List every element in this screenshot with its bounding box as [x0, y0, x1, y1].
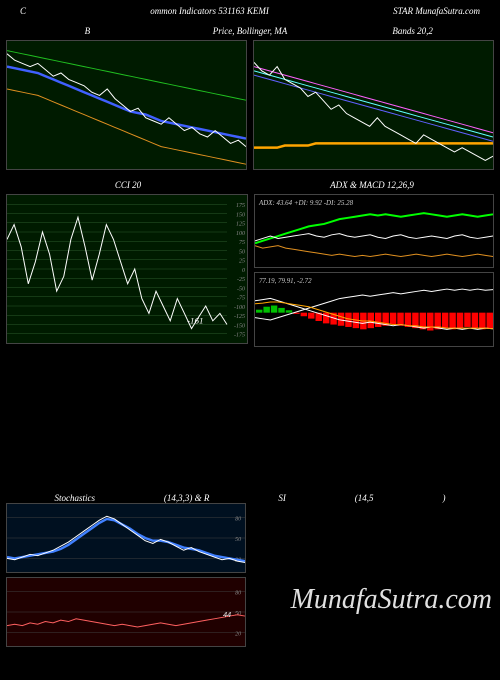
title-adx-macd: ADX & MACD 12,26,9: [250, 180, 494, 190]
title-cci: CCI 20: [6, 180, 250, 190]
header-center: ommon Indicators 531163 KEMI: [150, 6, 269, 16]
svg-text:-161: -161: [187, 315, 204, 325]
rsi-chart: 80 50 20 44: [6, 577, 246, 647]
svg-text:-50: -50: [237, 286, 245, 292]
svg-text:0: 0: [242, 268, 245, 274]
svg-text:100: 100: [236, 231, 245, 237]
watermark: MunafaSutra.com: [291, 584, 492, 616]
svg-text:125: 125: [236, 222, 245, 228]
svg-text:-150: -150: [234, 323, 245, 329]
macd-chart: 77.19, 79.91, -2.72: [254, 272, 494, 346]
ma-chart: [253, 40, 494, 170]
svg-text:-25: -25: [237, 277, 245, 283]
cci-chart: 175 150 125 100 75 50 25 0 -25 -50 -75 -100 -125 -150…: [6, 194, 248, 344]
title-rsi: SI: [278, 493, 286, 503]
title-bands: Bands 20,2: [331, 26, 494, 36]
page-header: C ommon Indicators 531163 KEMI STAR Muna…: [0, 0, 500, 22]
svg-text:80: 80: [235, 590, 241, 596]
svg-text:50: 50: [235, 537, 241, 543]
title-rsi-end: ): [442, 493, 445, 503]
svg-text:50: 50: [239, 249, 245, 255]
svg-text:150: 150: [236, 212, 245, 218]
title-bb: B: [6, 26, 169, 36]
title-price-ma: Price, Bollinger, MA: [169, 26, 332, 36]
svg-text:80: 80: [235, 516, 241, 522]
bollinger-chart: [6, 40, 247, 170]
row3-titles: Stochastics (14,3,3) & R SI (14,5 ): [0, 493, 500, 503]
svg-text:-125: -125: [234, 314, 245, 320]
svg-text:-100: -100: [234, 305, 245, 311]
svg-text:-175: -175: [234, 333, 245, 339]
svg-text:175: 175: [236, 203, 245, 209]
svg-text:44: 44: [223, 610, 231, 619]
title-stoch: Stochastics: [54, 493, 95, 503]
row1-titles: B Price, Bollinger, MA Bands 20,2: [0, 22, 500, 40]
svg-text:20: 20: [235, 631, 241, 637]
svg-text:-75: -75: [237, 296, 245, 302]
adx-chart: ADX: 43.64 +DI: 9.92 -DI: 25.28: [254, 194, 494, 268]
title-rsi-params: (14,5: [355, 493, 374, 503]
svg-text:75: 75: [239, 240, 245, 246]
svg-text:50: 50: [235, 611, 241, 617]
stochastics-chart: 805020: [6, 503, 246, 573]
svg-text:ADX: 43.64 +DI: 9.92 -DI: 2: ADX: 43.64 +DI: 9.92 -DI: 25.28: [258, 199, 354, 207]
header-right: STAR MunafaSutra.com: [393, 6, 480, 16]
svg-text:25: 25: [239, 259, 245, 265]
row2-titles: CCI 20 ADX & MACD 12,26,9: [0, 176, 500, 194]
header-left: C: [20, 6, 26, 16]
svg-text:77.19, 79.91, -2.72: 77.19, 79.91, -2.72: [259, 277, 312, 285]
title-stoch-params: (14,3,3) & R: [164, 493, 210, 503]
